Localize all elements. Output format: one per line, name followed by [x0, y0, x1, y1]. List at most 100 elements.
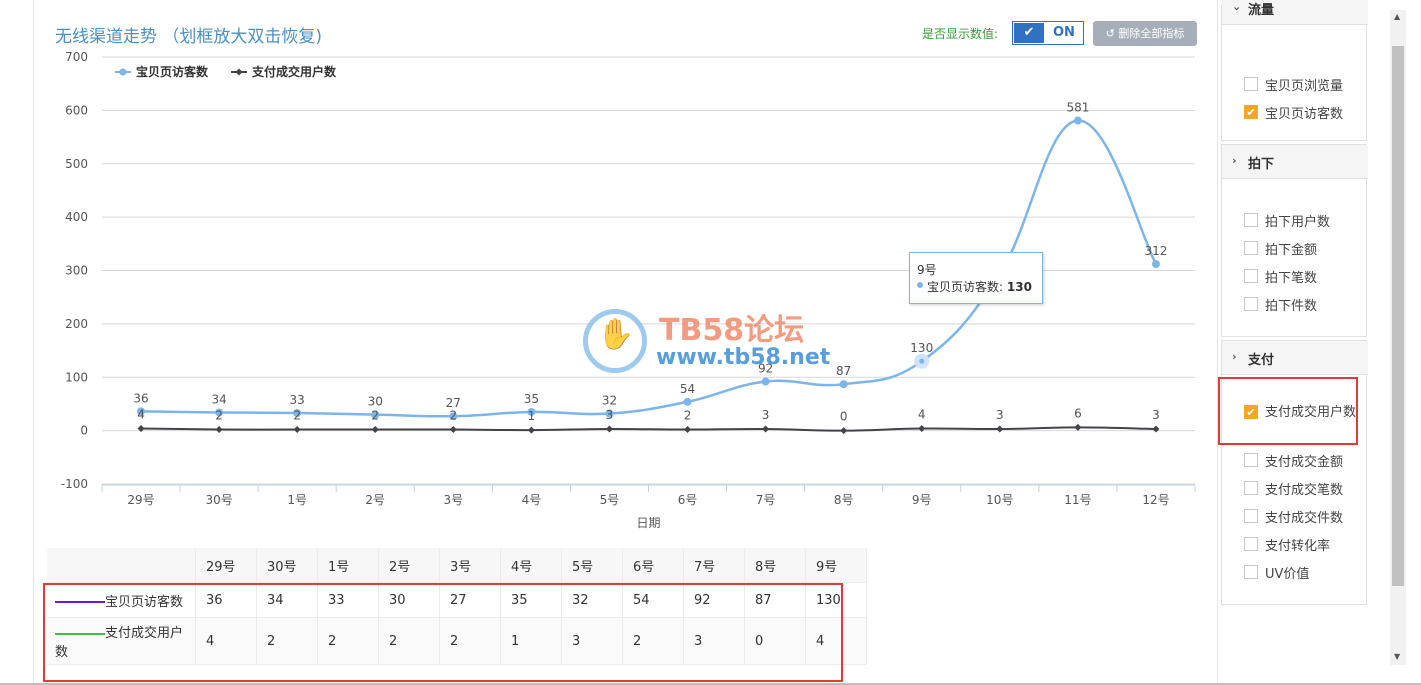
checkbox[interactable] — [1244, 509, 1258, 523]
group-header[interactable]: › 拍下 — [1222, 145, 1368, 179]
table-cell: 3 — [683, 617, 745, 665]
table-cell: 4 — [195, 617, 257, 665]
x-tick-label: 1号 — [287, 493, 307, 507]
table-cell: 27 — [439, 582, 501, 618]
check-icon: ✔ — [1014, 23, 1044, 43]
x-tick-label: 10号 — [986, 493, 1013, 507]
checkbox[interactable] — [1244, 241, 1258, 255]
table-row: 支付成交用户数 4 2 2 2 2 1 3 2 3 0 4 — [47, 617, 867, 665]
y-tick-label: 100 — [65, 370, 88, 384]
checkbox[interactable] — [1244, 537, 1258, 551]
data-label: 87 — [836, 364, 851, 378]
x-tick-label: 12号 — [1142, 493, 1169, 507]
data-point — [605, 409, 614, 418]
data-point — [1073, 116, 1082, 125]
table-row-label: 支付成交用户数 — [47, 617, 196, 665]
table-header-cell: 8号 — [744, 548, 806, 583]
data-label: 3 — [1152, 408, 1160, 422]
checkbox[interactable] — [1244, 297, 1258, 311]
data-point — [449, 412, 458, 421]
metric-label: 拍下用户数 — [1265, 215, 1331, 230]
table-cell: 36 — [195, 582, 257, 618]
x-tick-label: 29号 — [127, 493, 154, 507]
group-header[interactable]: ⌄ 流量 — [1222, 0, 1368, 25]
x-tick-label: 9号 — [912, 493, 932, 507]
checkbox[interactable] — [1244, 269, 1258, 283]
y-tick-label: 400 — [65, 210, 88, 224]
table-cell: 33 — [317, 582, 379, 618]
show-values-toggle[interactable]: ✔ ON — [1012, 21, 1084, 45]
checkbox[interactable]: ✔ — [1244, 405, 1258, 419]
data-label: 34 — [211, 392, 226, 406]
metric-label: 拍下金额 — [1265, 243, 1318, 258]
data-label: 32 — [602, 394, 617, 408]
chevron-down-icon: ⌄ — [1232, 0, 1242, 13]
data-point — [1074, 423, 1082, 431]
checkbox[interactable]: ✔ — [1244, 105, 1258, 119]
metrics-sidebar: ⌄ 流量 宝贝页浏览量 ✔ 宝贝页访客数 › 拍下 拍下用户数 拍下金额 拍下笔数 拍下件数 › 支付 ✔… — [1217, 0, 1369, 685]
metric-label: UV价值 — [1265, 567, 1310, 582]
group-title: 支付 — [1248, 353, 1275, 368]
data-label: 3 — [606, 408, 614, 422]
data-point — [918, 424, 926, 432]
checkbox[interactable] — [1244, 213, 1258, 227]
table-cell: 2 — [622, 617, 684, 665]
series-line-2 — [141, 426, 1156, 432]
legend-marker — [119, 68, 127, 76]
table-header-cell: 3号 — [439, 548, 501, 583]
tooltip-series-label: 宝贝页访客数 — [927, 280, 1000, 294]
legend-marker — [235, 68, 243, 76]
scroll-up-icon[interactable]: ▲ — [1394, 12, 1401, 21]
checkbox[interactable] — [1244, 77, 1258, 91]
delete-all-label: 删除全部指标 — [1118, 27, 1185, 40]
highlight-box-sidebar — [1218, 377, 1358, 445]
row-label-text: 支付成交用户数 — [55, 626, 184, 660]
scrollbar[interactable]: ▲ ▼ — [1390, 10, 1406, 665]
table-header-cell: 30号 — [256, 548, 318, 583]
table-header-cell: 1号 — [317, 548, 379, 583]
data-point — [840, 427, 848, 435]
scroll-thumb[interactable] — [1392, 46, 1404, 586]
x-tick-label: 6号 — [678, 493, 698, 507]
table-header-cell: 7号 — [683, 548, 745, 583]
y-tick-label: 500 — [65, 157, 88, 171]
group-title: 拍下 — [1248, 157, 1275, 172]
data-point — [1152, 425, 1160, 433]
data-point — [371, 426, 379, 434]
delete-all-metrics-button[interactable]: ↺ 删除全部指标 — [1093, 21, 1197, 46]
table-corner — [47, 548, 196, 583]
row-label-text: 宝贝页访客数 — [105, 594, 184, 610]
tooltip-series: 宝贝页访客数: 130 — [927, 280, 1032, 294]
checkbox[interactable] — [1244, 453, 1258, 467]
data-point — [371, 410, 380, 419]
group-header[interactable]: › 支付 — [1222, 341, 1368, 375]
table-cell: 1 — [500, 617, 562, 665]
metric-label: 拍下笔数 — [1265, 271, 1318, 286]
data-point — [684, 426, 692, 434]
legend-label: 宝贝页访客数 — [136, 64, 209, 79]
data-point — [293, 426, 301, 434]
table-header-cell: 29号 — [195, 548, 257, 583]
table-cell: 2 — [378, 617, 440, 665]
y-tick-label: -100 — [61, 477, 88, 491]
table-header-cell: 6号 — [622, 548, 684, 583]
chevron-right-icon: › — [1232, 350, 1237, 363]
table-cell: 0 — [744, 617, 806, 665]
checkbox[interactable] — [1244, 481, 1258, 495]
data-label: 3 — [996, 408, 1004, 422]
data-label: 30 — [368, 395, 383, 409]
series-swatch — [55, 601, 105, 603]
data-label: 6 — [1074, 406, 1082, 420]
watermark: ✋ TB58论坛 www.tb58.net — [583, 305, 833, 377]
scroll-down-icon[interactable]: ▼ — [1394, 652, 1401, 661]
x-tick-label: 8号 — [834, 493, 854, 507]
table-header-cell: 9号 — [805, 548, 867, 583]
data-point — [605, 425, 613, 433]
metric-label: 支付转化率 — [1265, 539, 1331, 554]
data-label: 36 — [133, 391, 148, 405]
checkbox[interactable] — [1244, 565, 1258, 579]
series-swatch — [55, 632, 105, 635]
metric-group: › 拍下 拍下用户数 拍下金额 拍下笔数 拍下件数 — [1221, 144, 1368, 337]
table-cell: 2 — [256, 617, 318, 665]
